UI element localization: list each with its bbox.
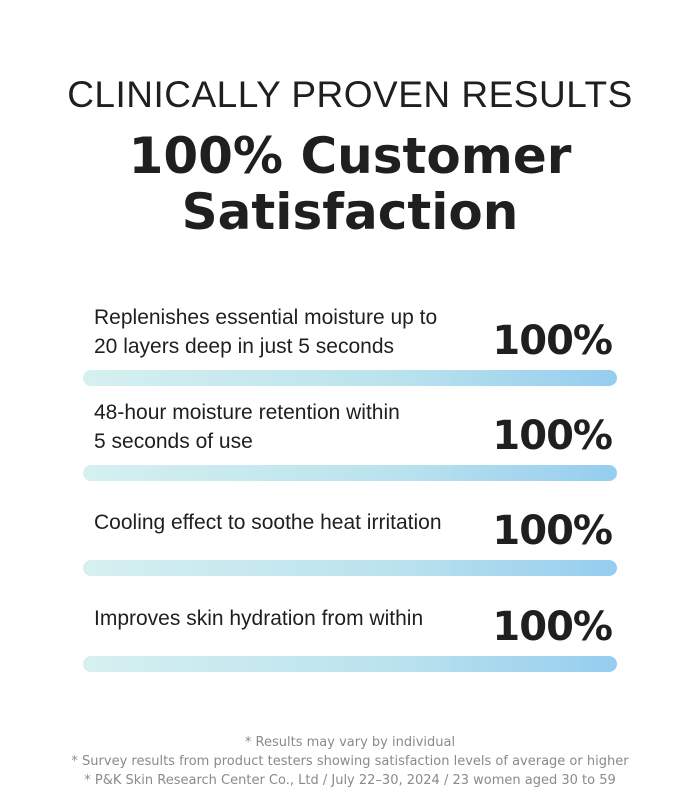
- item-value: 100%: [492, 604, 613, 650]
- headline-line: 100% Customer: [128, 127, 572, 185]
- progress-bar: [83, 465, 617, 481]
- headline-line: Satisfaction: [181, 183, 519, 241]
- footer-note: * P&K Skin Research Center Co., Ltd / Ju…: [84, 773, 616, 788]
- item-text-line: Improves skin hydration from within: [94, 606, 424, 630]
- progress-bar: [83, 560, 617, 576]
- item-text-line: 20 layers deep in just 5 seconds: [94, 335, 395, 358]
- item-text: Cooling effect to soothe heat irritation: [94, 492, 494, 552]
- item-text: Replenishes essential moisture up to 20 l…: [94, 302, 494, 362]
- item-text-lines: Improves skin hydration from within: [94, 604, 423, 633]
- item-text-lines: Replenishes essential moisture up to 20 l…: [94, 303, 437, 361]
- item-text-line: Cooling effect to soothe heat irritation: [94, 510, 442, 534]
- item-text-line: 48-hour moisture retention within: [94, 401, 400, 424]
- item-value: 100%: [492, 508, 613, 554]
- progress-bar: [83, 370, 617, 386]
- item-text-lines: 48-hour moisture retention within 5 secon…: [94, 398, 400, 456]
- eyebrow: CLINICALLY PROVEN RESULTS: [67, 74, 633, 115]
- headline: 100% Customer Satisfaction: [0, 128, 700, 240]
- item-text: 48-hour moisture retention within 5 secon…: [94, 397, 494, 457]
- footer: * Results may vary by individual * Survey…: [0, 733, 700, 790]
- footer-note: * Results may vary by individual: [244, 735, 456, 750]
- item-value: 100%: [492, 413, 613, 459]
- footer-note: * Survey results from product testers sh…: [71, 754, 629, 769]
- item-value: 100%: [492, 318, 613, 364]
- item-text-line: Replenishes essential moisture up to: [94, 306, 438, 329]
- item-text-line: 5 seconds of use: [94, 430, 253, 453]
- item-text-lines: Cooling effect to soothe heat irritation: [94, 508, 442, 537]
- item-text: Improves skin hydration from within: [94, 588, 494, 648]
- progress-bar: [83, 656, 617, 672]
